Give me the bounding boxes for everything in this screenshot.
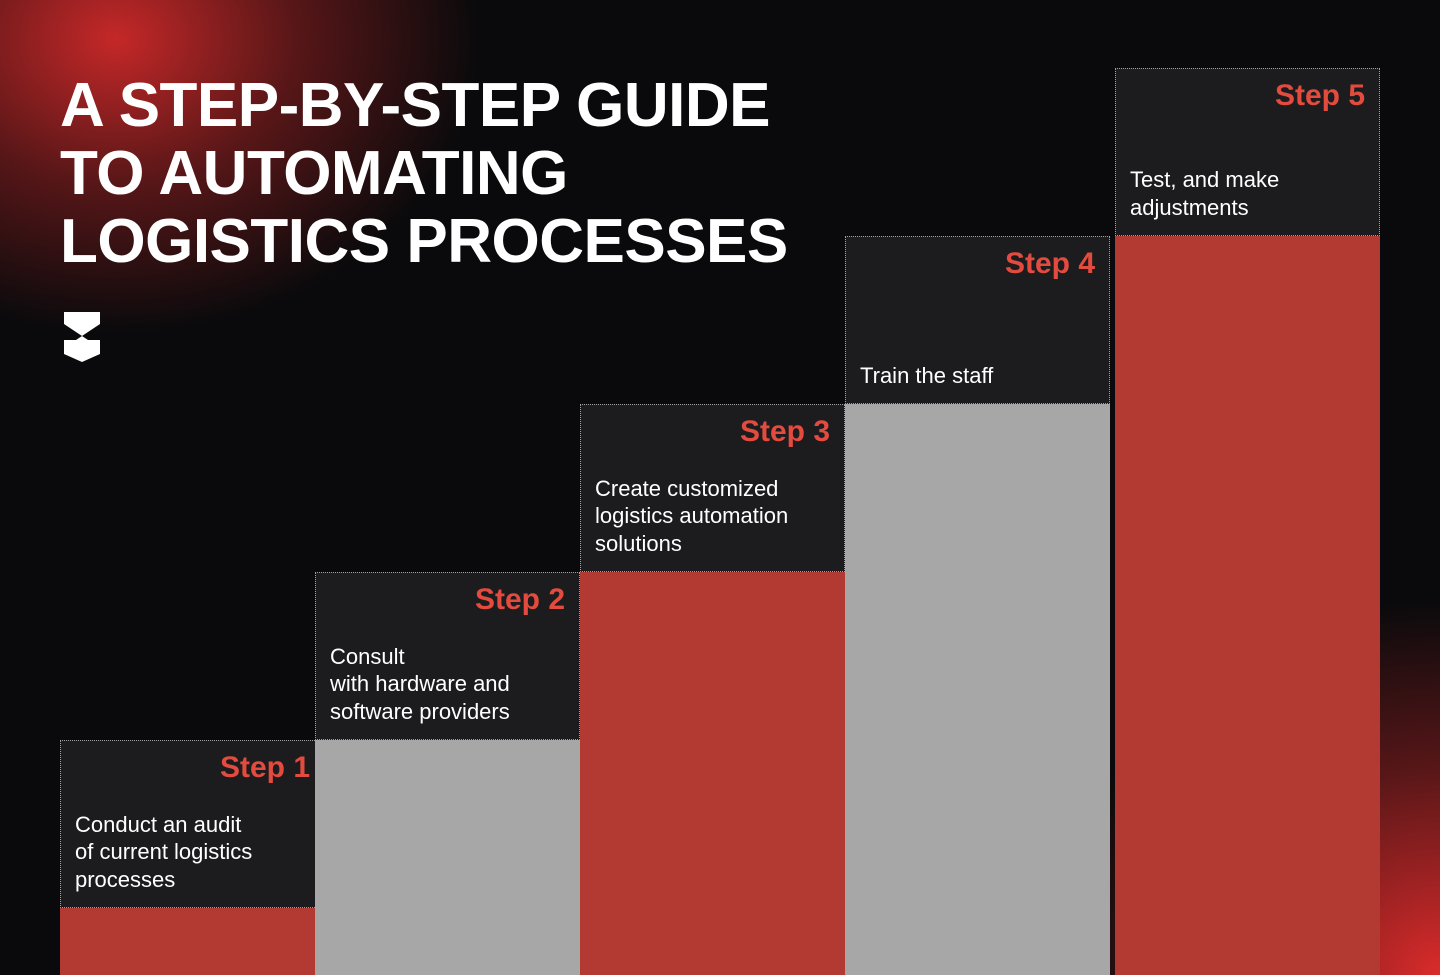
step-label: Step 2 [475,583,565,617]
step-header: Step 2 Consult with hardware and software… [315,572,580,740]
step-header: Step 5 Test, and make adjustments [1115,68,1380,236]
step-column-4: Step 4 Train the staff [845,236,1110,975]
step-column-2: Step 2 Consult with hardware and software… [315,572,580,975]
step-chart: Step 1 Conduct an audit of current logist… [0,0,1440,975]
step-column-3: Step 3 Create customized logistics automa… [580,404,845,975]
step-description: Create customized logistics automation s… [595,475,788,558]
step-description: Consult with hardware and software provi… [330,643,510,726]
step-label: Step 4 [1005,247,1095,281]
step-label: Step 1 [220,751,310,785]
step-description: Conduct an audit of current logistics pr… [75,811,252,894]
step-header: Step 3 Create customized logistics automa… [580,404,845,572]
step-header: Step 1 Conduct an audit of current logist… [60,740,325,908]
step-bar [60,908,325,975]
infographic-canvas: A STEP-BY-STEP GUIDE TO AUTOMATING LOGIS… [0,0,1440,975]
step-bar [845,404,1110,975]
step-bar [315,740,580,975]
step-bar [580,572,845,975]
step-bar [1115,236,1380,975]
step-column-5: Step 5 Test, and make adjustments [1115,68,1380,975]
step-header: Step 4 Train the staff [845,236,1110,404]
step-description: Test, and make adjustments [1130,166,1279,221]
step-label: Step 5 [1275,79,1365,113]
step-column-1: Step 1 Conduct an audit of current logist… [60,740,325,975]
step-description: Train the staff [860,362,993,390]
step-label: Step 3 [740,415,830,449]
